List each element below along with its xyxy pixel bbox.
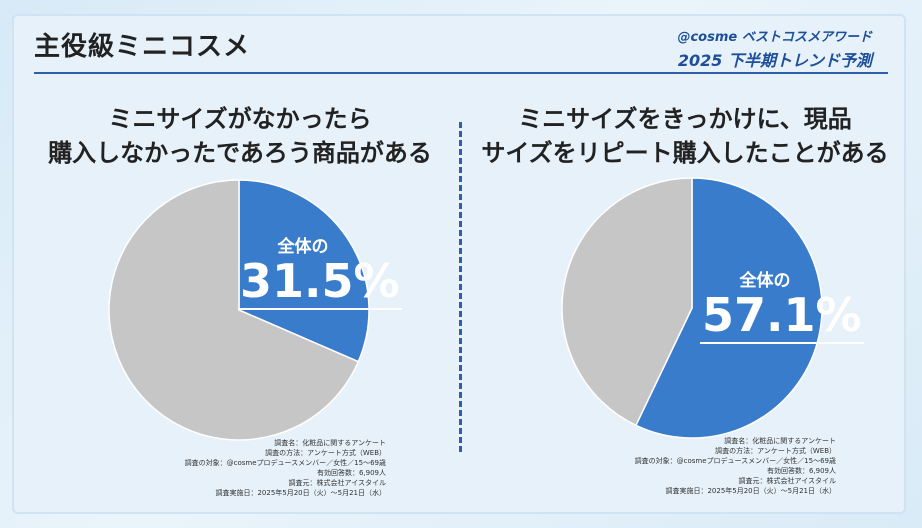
title-underline <box>34 72 888 74</box>
note-line: 調査実施日：2025年5月20日（火）～5月21日（水） <box>215 489 386 497</box>
pie-left-label-text: 全体の <box>277 237 329 257</box>
note-line: 調査名：化粧品に関するアンケート <box>724 437 836 445</box>
pie-left-value: 31.5% <box>238 254 402 310</box>
chart-left-title: ミニサイズがなかったら 購入しなかったであろう商品がある <box>40 102 440 170</box>
pie-chart-right <box>561 177 823 439</box>
pie-left-label: 全体の 31.5% <box>238 232 402 310</box>
page-title: 主役級ミニコスメ <box>34 32 251 62</box>
pie-right-label-text: 全体の <box>739 271 791 291</box>
survey-notes-left: 調査名：化粧品に関するアンケート 調査の方法：アンケート方式（WEB） 調査の対… <box>185 438 386 498</box>
note-line: 調査の対象：@cosmeプロデュースメンバー／女性／15～69歳 <box>184 459 386 467</box>
pie-right-label: 全体の 57.1% <box>700 266 864 344</box>
note-line: 調査元：株式会社アイスタイル <box>288 479 386 487</box>
chart-right-title-line2: サイズをリピート購入したことがある <box>481 139 889 167</box>
chart-right-title-line1: ミニサイズをきっかけに、現品 <box>518 105 852 133</box>
note-line: 調査実施日：2025年5月20日（火）～5月21日（水） <box>665 487 836 495</box>
note-line: 調査の方法：アンケート方式（WEB） <box>715 447 836 455</box>
pie-right-slice-1 <box>561 177 693 427</box>
brand-block: @cosme ベストコスメアワード 2025 下半期トレンド予測 <box>677 26 872 71</box>
chart-left-title-line2: 購入しなかったであろう商品がある <box>48 139 432 167</box>
brand-subtitle: 2025 下半期トレンド予測 <box>677 51 872 70</box>
pie-left-slice-0 <box>238 179 370 363</box>
dashed-divider <box>459 122 462 452</box>
note-line: 有効回答数：6,909人 <box>316 469 386 477</box>
chart-left-title-line1: ミニサイズがなかったら <box>108 105 372 133</box>
pie-chart-left <box>108 179 370 441</box>
pie-left-slice-1 <box>108 179 360 441</box>
survey-notes-right: 調査名：化粧品に関するアンケート 調査の方法：アンケート方式（WEB） 調査の対… <box>635 436 836 496</box>
brand-name: @cosme ベストコスメアワード <box>677 30 872 45</box>
pie-right-slice-0 <box>634 177 823 439</box>
chart-right-title: ミニサイズをきっかけに、現品 サイズをリピート購入したことがある <box>480 102 890 170</box>
note-line: 有効回答数：6,909人 <box>766 467 836 475</box>
note-line: 調査の対象：@cosmeプロデュースメンバー／女性／15～69歳 <box>634 457 836 465</box>
note-line: 調査元：株式会社アイスタイル <box>738 477 836 485</box>
pie-right-value: 57.1% <box>700 288 864 344</box>
note-line: 調査名：化粧品に関するアンケート <box>274 439 386 447</box>
note-line: 調査の方法：アンケート方式（WEB） <box>265 449 386 457</box>
